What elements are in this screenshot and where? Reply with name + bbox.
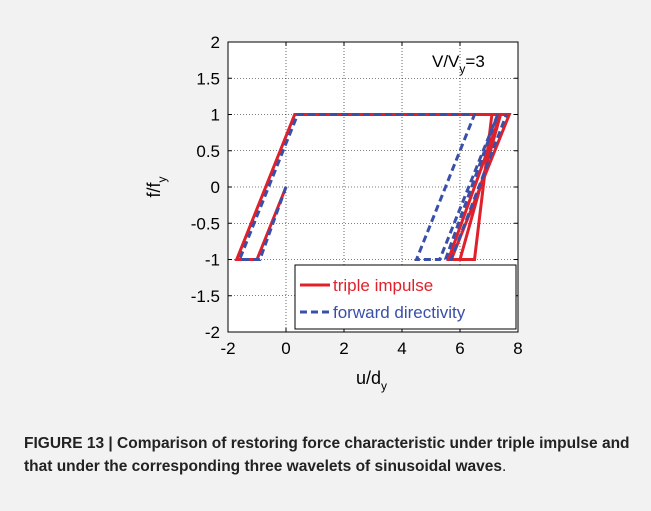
chart-area: -2 0 2 4 6 8 2 1.5 1 0.5 0 -0.5 -1 -1.5 -2 V/Vy=3 u/dy… [144,33,523,393]
y-axis-label: f/fy [144,176,169,197]
annotation-tail: =3 [465,52,484,71]
y-tick-label: 0 [211,178,220,197]
annotation-main: V/V [432,52,460,71]
annotation: V/Vy=3 [432,52,485,76]
legend-label-forward-directivity: forward directivity [333,303,466,322]
x-tick-label: 0 [281,339,290,358]
x-axis-label: u/dy [356,368,387,393]
figure-caption: FIGURE 13 | Comparison of restoring forc… [24,432,634,478]
hysteresis-chart: -2 0 2 4 6 821.510.50-0.5-1-1.5-2 V/Vy=3 u/dy… [144,33,523,393]
x-tick-label: 2 [339,339,348,358]
y-tick-label: -0.5 [191,214,220,233]
legend-box [294,264,517,330]
x-tick-label: -2 [220,339,235,358]
ticks: -2 0 2 4 6 8 2 1.5 1 0.5 0 -0.5 -1 -1.5 -2 [191,33,523,358]
y-tick-label: -2 [205,323,220,342]
x-axis-label-sub: y [381,379,387,393]
series-line-forward-directivity [237,113,508,261]
x-tick-label: 8 [513,339,522,358]
series-group [234,113,512,261]
annotation-sub: y [459,62,465,76]
y-tick-label: 1.5 [196,69,220,88]
legend: triple impulse forward directivity [294,264,517,330]
caption-text: FIGURE 13 | Comparison of restoring forc… [24,435,630,475]
x-tick-label: 4 [397,339,406,358]
y-tick-label: 0.5 [196,142,220,161]
y-tick-label: -1.5 [191,287,220,306]
x-axis-label-main: u/d [356,368,381,388]
caption-period: . [502,458,507,475]
legend-label-triple-impulse: triple impulse [333,276,433,295]
y-tick-label: 1 [211,106,220,125]
y-tick-label: -1 [205,251,220,270]
x-tick-label: 6 [455,339,464,358]
y-axis-label-main: f/f [144,182,164,198]
y-tick-label: 2 [211,33,220,52]
y-axis-label-sub: y [155,176,169,182]
